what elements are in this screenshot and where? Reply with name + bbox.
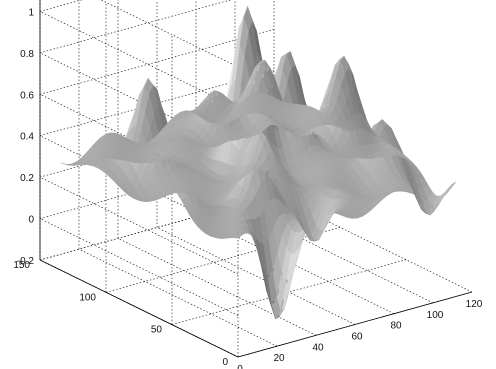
surface — [60, 5, 457, 320]
z-tick-label: 0.6 — [20, 90, 34, 101]
x-tick-label: 100 — [427, 310, 444, 321]
left-wall-gridline-z — [39, 11, 239, 109]
z-tick-label: 1 — [28, 7, 34, 18]
z-tick-label: 0.2 — [20, 173, 34, 184]
y-tick-label: 100 — [79, 292, 96, 303]
z-tick-label: -0.2 — [17, 256, 35, 267]
x-tick-label: 60 — [351, 332, 363, 343]
left-wall-gridline-z — [100, 0, 239, 68]
z-tick-label: 0.8 — [20, 49, 34, 60]
x-tick-label: 20 — [273, 353, 285, 364]
x-tick-label: 80 — [390, 321, 402, 332]
y-axis-line — [39, 259, 239, 358]
tick-labels: 0 20 40 60 80 100 120 0 50 100 150-0.2 0 0.2 0.4 0.6 0.… — [13, 7, 483, 369]
x-axis-line — [237, 291, 473, 358]
surface-patch — [60, 162, 71, 166]
y-tick-label: 50 — [151, 325, 163, 336]
z-tick-label: 0 — [28, 215, 34, 226]
x-tick-label: 0 — [237, 364, 243, 369]
x-tick-label: 40 — [312, 342, 324, 353]
floor-gridline-x — [78, 248, 278, 347]
x-tick-label: 120 — [466, 299, 483, 310]
y-tick-label: 150 — [13, 260, 30, 271]
y-tick-label: 0 — [222, 357, 228, 368]
z-tick-label: 0.4 — [20, 132, 34, 143]
surface-patch — [447, 181, 457, 192]
